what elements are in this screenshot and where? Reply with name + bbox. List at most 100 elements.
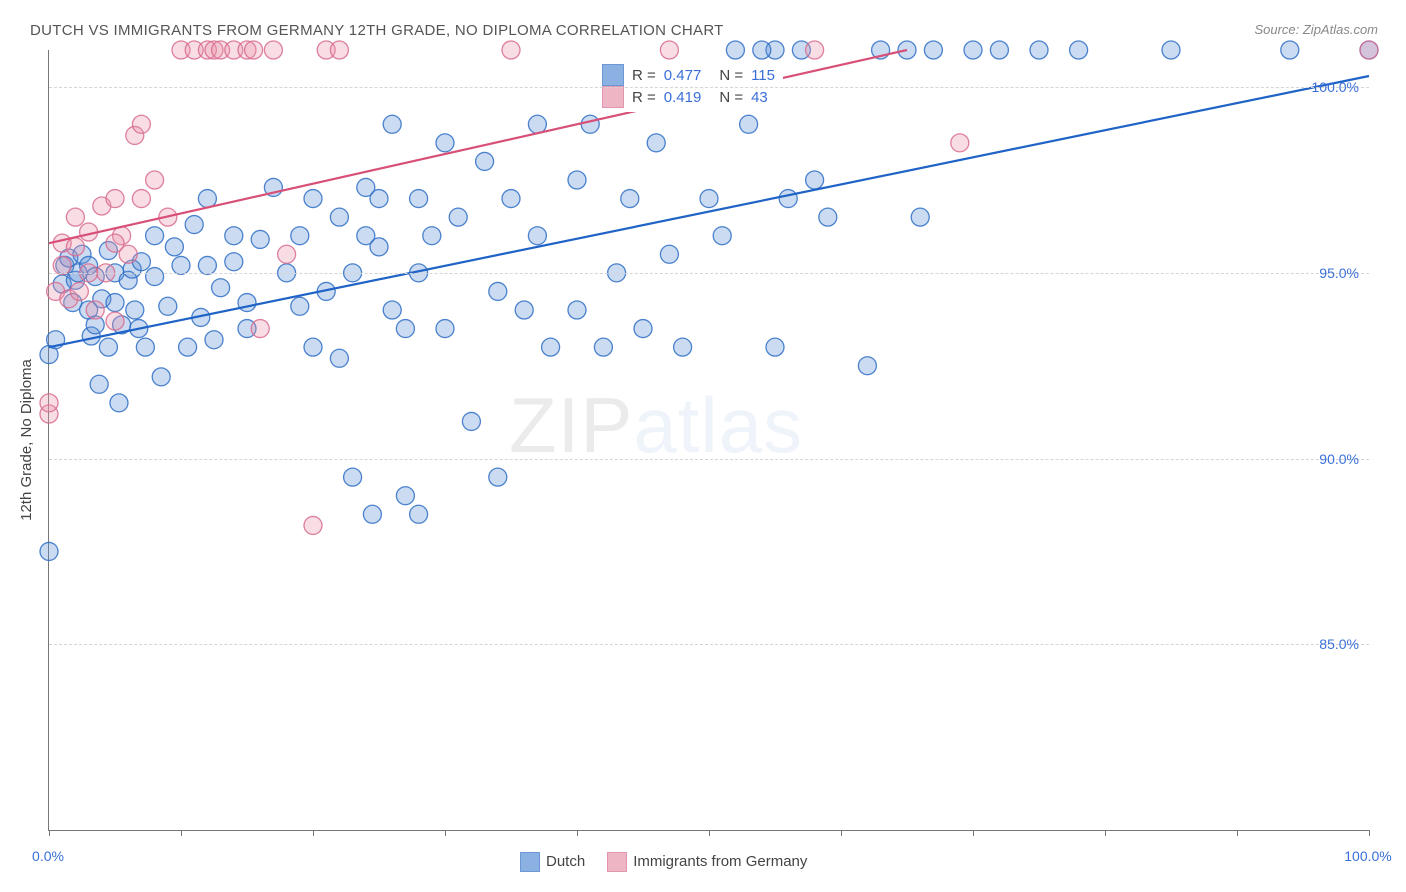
scatter-point <box>621 190 639 208</box>
scatter-point <box>581 115 599 133</box>
r-label: R = <box>632 67 656 84</box>
scatter-point <box>225 227 243 245</box>
scatter-point <box>185 216 203 234</box>
scatter-point <box>370 190 388 208</box>
scatter-point <box>86 301 104 319</box>
scatter-point <box>924 41 942 59</box>
scatter-point <box>40 542 58 560</box>
scatter-point <box>502 41 520 59</box>
scatter-point <box>291 297 309 315</box>
scatter-svg <box>49 50 1369 830</box>
scatter-point <box>449 208 467 226</box>
scatter-point <box>251 230 269 248</box>
scatter-point <box>528 115 546 133</box>
scatter-point <box>198 256 216 274</box>
scatter-point <box>90 375 108 393</box>
source-attribution: Source: ZipAtlas.com <box>1254 22 1378 37</box>
scatter-point <box>674 338 692 356</box>
stats-legend: R = 0.477 N = 115 R = 0.419 N = 43 <box>594 60 783 112</box>
scatter-point <box>858 357 876 375</box>
scatter-point <box>647 134 665 152</box>
scatter-point <box>251 320 269 338</box>
x-tick-label: 0.0% <box>32 848 64 864</box>
scatter-point <box>344 468 362 486</box>
scatter-point <box>264 41 282 59</box>
scatter-point <box>106 312 124 330</box>
trend-line <box>49 76 1369 347</box>
r-value-germany: 0.419 <box>664 89 702 106</box>
y-tick-label: 100.0% <box>1312 79 1359 95</box>
scatter-point <box>383 301 401 319</box>
scatter-point <box>278 245 296 263</box>
scatter-point <box>436 320 454 338</box>
scatter-point <box>779 190 797 208</box>
scatter-point <box>126 301 144 319</box>
scatter-point <box>436 134 454 152</box>
scatter-point <box>304 190 322 208</box>
scatter-point <box>1030 41 1048 59</box>
scatter-point <box>1360 41 1378 59</box>
scatter-point <box>110 394 128 412</box>
scatter-point <box>423 227 441 245</box>
scatter-point <box>806 41 824 59</box>
n-label: N = <box>719 89 743 106</box>
swatch-dutch <box>602 64 624 86</box>
swatch-dutch-bottom <box>520 852 540 872</box>
scatter-point <box>1162 41 1180 59</box>
scatter-point <box>726 41 744 59</box>
scatter-point <box>99 338 117 356</box>
r-label: R = <box>632 89 656 106</box>
scatter-point <box>66 208 84 226</box>
scatter-point <box>806 171 824 189</box>
scatter-point <box>660 245 678 263</box>
scatter-point <box>568 171 586 189</box>
scatter-point <box>330 41 348 59</box>
swatch-germany-bottom <box>607 852 627 872</box>
scatter-point <box>740 115 758 133</box>
scatter-point <box>911 208 929 226</box>
scatter-point <box>179 338 197 356</box>
stats-row-dutch: R = 0.477 N = 115 <box>602 64 775 86</box>
n-label: N = <box>719 67 743 84</box>
swatch-germany <box>602 86 624 108</box>
scatter-point <box>951 134 969 152</box>
scatter-point <box>410 505 428 523</box>
scatter-point <box>396 320 414 338</box>
scatter-point <box>205 331 223 349</box>
scatter-point <box>462 412 480 430</box>
scatter-point <box>528 227 546 245</box>
scatter-point <box>106 294 124 312</box>
scatter-point <box>40 394 58 412</box>
stats-row-germany: R = 0.419 N = 43 <box>602 86 775 108</box>
y-tick-label: 90.0% <box>1319 451 1359 467</box>
series-legend: Dutch Immigrants from Germany <box>520 852 807 872</box>
x-tick-label: 100.0% <box>1344 848 1391 864</box>
scatter-point <box>370 238 388 256</box>
legend-label-dutch: Dutch <box>546 853 585 870</box>
scatter-point <box>198 190 216 208</box>
scatter-point <box>476 152 494 170</box>
r-value-dutch: 0.477 <box>664 67 702 84</box>
scatter-point <box>132 115 150 133</box>
scatter-point <box>225 253 243 271</box>
n-value-germany: 43 <box>751 89 768 106</box>
scatter-point <box>1070 41 1088 59</box>
scatter-point <box>410 190 428 208</box>
y-axis-label: 12th Grade, No Diploma <box>18 359 35 521</box>
scatter-point <box>634 320 652 338</box>
y-tick-label: 95.0% <box>1319 265 1359 281</box>
scatter-point <box>594 338 612 356</box>
scatter-point <box>753 41 771 59</box>
scatter-point <box>660 41 678 59</box>
scatter-point <box>964 41 982 59</box>
scatter-point <box>383 115 401 133</box>
scatter-point <box>146 227 164 245</box>
scatter-point <box>304 338 322 356</box>
scatter-point <box>819 208 837 226</box>
scatter-point <box>106 190 124 208</box>
scatter-point <box>363 505 381 523</box>
scatter-point <box>489 282 507 300</box>
scatter-point <box>245 41 263 59</box>
legend-label-germany: Immigrants from Germany <box>633 853 807 870</box>
scatter-point <box>502 190 520 208</box>
